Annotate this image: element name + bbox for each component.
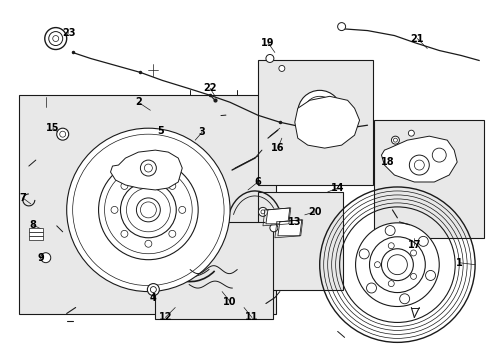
Text: 10: 10 bbox=[223, 297, 236, 306]
Text: 19: 19 bbox=[261, 37, 274, 48]
Circle shape bbox=[57, 128, 68, 140]
Circle shape bbox=[99, 160, 198, 260]
Circle shape bbox=[381, 249, 412, 280]
Circle shape bbox=[144, 240, 152, 247]
Circle shape bbox=[41, 253, 51, 263]
Polygon shape bbox=[110, 150, 182, 190]
Circle shape bbox=[265, 54, 273, 62]
Circle shape bbox=[168, 183, 176, 189]
Circle shape bbox=[168, 230, 176, 237]
Circle shape bbox=[425, 270, 435, 280]
Circle shape bbox=[399, 294, 409, 304]
Text: 12: 12 bbox=[158, 312, 172, 323]
Circle shape bbox=[355, 223, 438, 306]
Text: 4: 4 bbox=[150, 293, 157, 302]
Polygon shape bbox=[265, 208, 289, 224]
Circle shape bbox=[140, 160, 156, 176]
Text: 22: 22 bbox=[203, 84, 217, 93]
Text: 7: 7 bbox=[20, 193, 26, 203]
Text: 23: 23 bbox=[62, 28, 75, 37]
Circle shape bbox=[407, 130, 413, 136]
Circle shape bbox=[147, 284, 159, 296]
Circle shape bbox=[410, 250, 416, 256]
Bar bbox=[258, 192, 342, 289]
Bar bbox=[29, 232, 42, 236]
Text: 17: 17 bbox=[407, 240, 420, 250]
Circle shape bbox=[387, 281, 393, 287]
Text: 13: 13 bbox=[287, 217, 301, 227]
Circle shape bbox=[111, 206, 118, 213]
Text: 8: 8 bbox=[29, 220, 36, 230]
Circle shape bbox=[417, 237, 427, 246]
Text: 5: 5 bbox=[157, 126, 163, 136]
Text: 16: 16 bbox=[270, 143, 284, 153]
Circle shape bbox=[297, 90, 341, 134]
Circle shape bbox=[369, 237, 425, 293]
Circle shape bbox=[390, 136, 399, 144]
Bar bbox=[258, 60, 372, 185]
Text: 3: 3 bbox=[199, 127, 205, 137]
Text: 2: 2 bbox=[135, 97, 142, 107]
Text: 9: 9 bbox=[38, 253, 44, 263]
Text: 6: 6 bbox=[254, 177, 261, 187]
Text: 18: 18 bbox=[380, 157, 393, 167]
Text: 11: 11 bbox=[244, 312, 258, 323]
Bar bbox=[29, 228, 42, 232]
Circle shape bbox=[278, 66, 285, 71]
Circle shape bbox=[387, 243, 393, 249]
Circle shape bbox=[144, 172, 152, 180]
Circle shape bbox=[179, 206, 185, 213]
Bar bbox=[374, 120, 483, 238]
Bar bbox=[19, 95, 275, 315]
Text: 15: 15 bbox=[46, 123, 60, 133]
Circle shape bbox=[408, 155, 428, 175]
Circle shape bbox=[374, 262, 380, 268]
Circle shape bbox=[45, 28, 66, 50]
Polygon shape bbox=[381, 136, 456, 182]
Bar bbox=[29, 236, 42, 240]
Circle shape bbox=[258, 207, 267, 216]
Polygon shape bbox=[294, 96, 359, 148]
Text: 21: 21 bbox=[410, 33, 423, 44]
Circle shape bbox=[66, 128, 229, 292]
Circle shape bbox=[385, 226, 394, 235]
Circle shape bbox=[337, 23, 345, 31]
Circle shape bbox=[121, 183, 128, 189]
Circle shape bbox=[136, 198, 160, 222]
Circle shape bbox=[366, 283, 376, 293]
Circle shape bbox=[120, 182, 176, 238]
Bar bbox=[155, 222, 272, 319]
Text: 1: 1 bbox=[455, 258, 462, 268]
Circle shape bbox=[121, 230, 128, 237]
Circle shape bbox=[359, 249, 368, 259]
Polygon shape bbox=[277, 220, 301, 236]
Circle shape bbox=[386, 255, 407, 275]
Circle shape bbox=[269, 224, 277, 232]
Circle shape bbox=[410, 273, 416, 279]
Text: 14: 14 bbox=[330, 183, 344, 193]
Text: 20: 20 bbox=[307, 207, 321, 217]
Circle shape bbox=[431, 148, 446, 162]
